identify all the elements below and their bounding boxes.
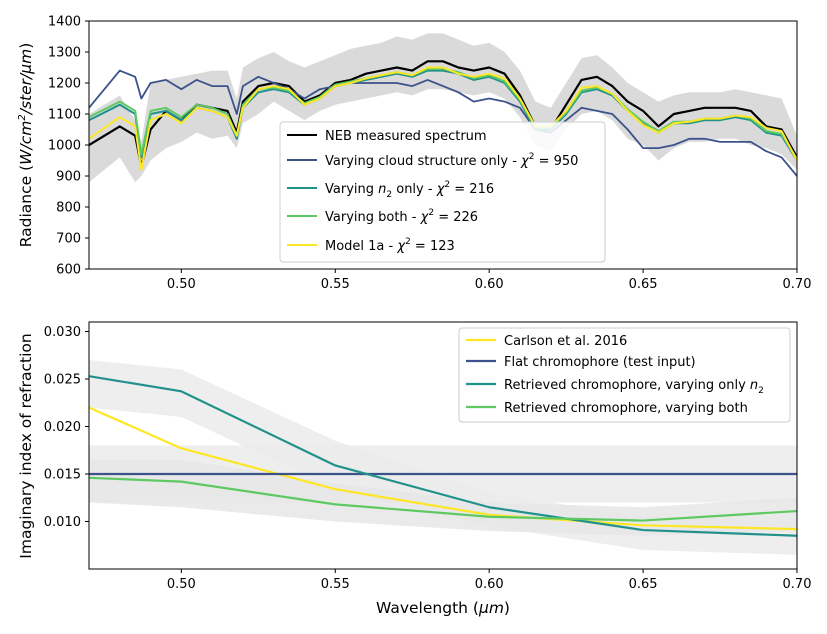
top-uncertainty-band: [89, 33, 797, 183]
bottom-x-tick-label: 0.70: [783, 577, 812, 592]
bottom-uncertainty-band: [89, 459, 797, 536]
top-legend-entry: Varying both - χ2 = 226: [287, 208, 478, 225]
top-uncertainty-band: [89, 33, 797, 183]
top-legend-label: Model 1a - χ2 = 123: [325, 237, 455, 254]
bottom-panel: 0.50 0.55 0.60 0.65 0.70 0.010 0.015 0.020 0.02…: [17, 321, 812, 617]
bottom-x-tick-label: 0.55: [321, 577, 350, 592]
top-x-tick-label: 0.55: [321, 277, 350, 292]
bottom-legend-label: Flat chromophore (test input): [504, 355, 696, 370]
bottom-series-line: [89, 406, 797, 531]
top-legend-entry: Varying n2 only - χ2 = 216: [287, 180, 494, 200]
top-legend-label: NEB measured spectrum: [325, 129, 487, 144]
bottom-y-tick-label: 0.030: [44, 325, 81, 340]
bottom-series-line: [89, 476, 797, 522]
top-legend-entry: Model 1a - χ2 = 123: [287, 237, 455, 254]
bottom-y-tick-label: 0.020: [44, 420, 81, 435]
bottom-x-ticks: 0.50 0.55 0.60 0.65 0.70: [167, 569, 812, 592]
top-x-tick-label: 0.70: [783, 277, 812, 292]
top-y-tick-label: 600: [56, 263, 81, 278]
top-y-tick-label: 1100: [48, 108, 81, 123]
bottom-y-axis-label: Imaginary index of refraction: [17, 333, 35, 558]
bottom-legend-label: Retrieved chromophore, varying only n2: [504, 378, 764, 396]
bottom-legend: Carlson et al. 2016 Flat chromophore (te…: [458, 327, 791, 423]
top-series-line: [89, 68, 797, 160]
bottom-legend-label: Carlson et al. 2016: [504, 334, 627, 349]
top-y-tick-label: 1400: [48, 15, 81, 30]
bottom-series-line: [89, 375, 797, 537]
top-x-tick-label: 0.50: [167, 277, 196, 292]
bottom-x-tick-label: 0.65: [629, 577, 658, 592]
bottom-legend-box: [458, 327, 791, 423]
top-y-tick-label: 1200: [48, 77, 81, 92]
top-y-axis-label: Radiance (W/cm2/ster/μm): [17, 43, 35, 248]
top-y-ticks: 600 700 800 900 1000 1100 1200 1300 1400: [48, 15, 89, 278]
bottom-uncertainty-band: [89, 360, 797, 555]
top-x-tick-label: 0.60: [475, 277, 504, 292]
bottom-legend-entry: Retrieved chromophore, varying only n2: [466, 378, 764, 396]
top-legend: NEB measured spectrum Varying cloud stru…: [279, 121, 606, 263]
bottom-legend-entry: Flat chromophore (test input): [466, 355, 696, 370]
top-y-tick-label: 1000: [48, 139, 81, 154]
bottom-y-tick-label: 0.010: [44, 515, 81, 530]
bottom-legend-label: Retrieved chromophore, varying both: [504, 401, 748, 416]
top-series-line: [89, 66, 797, 171]
bottom-legend-entry: Carlson et al. 2016: [466, 334, 627, 349]
top-series-lines: [89, 60, 797, 177]
top-x-ticks: 0.50 0.55 0.60 0.65 0.70: [167, 269, 812, 292]
top-panel: 0.50 0.55 0.60 0.65 0.70 600 700 800 900 1000 110…: [17, 15, 811, 293]
bottom-x-tick-label: 0.60: [475, 577, 504, 592]
bottom-legend-entry: Retrieved chromophore, varying both: [466, 401, 748, 416]
top-legend-label: Varying cloud structure only - χ2 = 950: [325, 152, 578, 169]
top-y-tick-label: 700: [56, 232, 81, 247]
top-y-tick-label: 1300: [48, 46, 81, 61]
top-legend-entry: Varying cloud structure only - χ2 = 950: [287, 152, 578, 169]
top-legend-entry: NEB measured spectrum: [287, 129, 487, 144]
top-legend-box: [279, 121, 606, 263]
top-y-tick-label: 900: [56, 170, 81, 185]
bottom-y-tick-label: 0.015: [44, 468, 81, 483]
top-legend-label: Varying both - χ2 = 226: [325, 208, 478, 225]
top-y-tick-label: 800: [56, 201, 81, 216]
bottom-axes-frame: [88, 321, 798, 570]
bottom-x-tick-label: 0.50: [167, 577, 196, 592]
bottom-series-lines: [89, 375, 797, 537]
bottom-x-axis-label: Wavelength (μm): [376, 599, 510, 617]
top-series-line: [89, 69, 797, 177]
bottom-y-tick-label: 0.025: [44, 373, 81, 388]
top-legend-label: Varying n2 only - χ2 = 216: [325, 180, 494, 200]
bottom-y-ticks: 0.010 0.015 0.020 0.025 0.030: [44, 325, 89, 530]
top-x-tick-label: 0.65: [629, 277, 658, 292]
